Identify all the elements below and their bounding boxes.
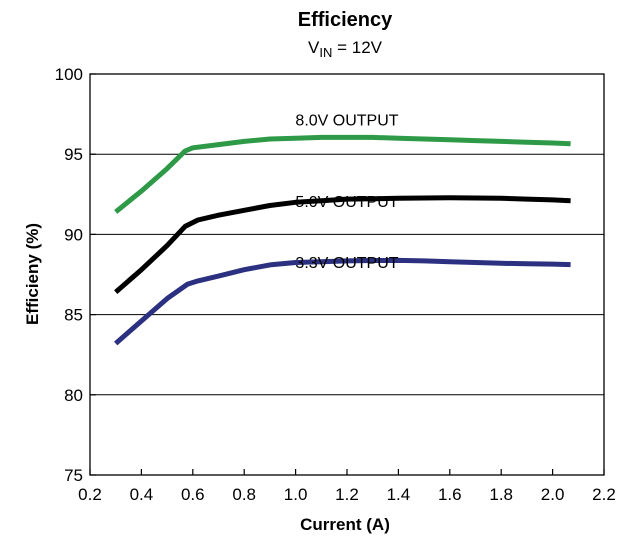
series-line-0 [114,134,571,214]
grid-lines [90,153,604,396]
y-tick-label-4: 95 [64,145,83,164]
x-tick-label-4: 1.0 [284,485,308,504]
y-axis-label: Efficieny (%) [23,223,42,325]
series-line-1 [114,195,571,294]
series-line-2 [114,257,571,346]
y-tick-label-3: 90 [64,225,83,244]
x-tick-label-8: 1.8 [489,485,513,504]
axes [89,73,605,476]
subtitle-subscript: IN [319,45,332,60]
x-tick-label-9: 2.0 [541,485,565,504]
x-tick-label-7: 1.6 [438,485,462,504]
x-tick-label-10: 2.2 [592,485,616,504]
x-tick-label-5: 1.2 [335,485,359,504]
series-lines [114,134,571,346]
subtitle-suffix: = 12V [332,38,382,57]
x-tick-label-2: 0.6 [181,485,205,504]
series-label-1: 5.0V OUTPUT [295,194,398,211]
tick-labels: 0.2 0.4 0.6 0.8 1.0 1.2 1.4 1.6 1.8 2.0 2.2 75 80 85 9… [55,65,616,504]
chart-title: Efficiency [298,9,393,31]
x-axis-label: Current (A) [300,515,390,534]
y-tick-label-2: 85 [64,306,83,325]
x-tick-label-0: 0.2 [78,485,102,504]
x-tick-label-3: 0.8 [232,485,256,504]
x-tick-label-1: 0.4 [130,485,154,504]
series-label-2: 3.3V OUTPUT [295,255,398,272]
y-tick-label-0: 75 [64,466,83,485]
plot-frame [89,73,605,476]
series-label-0: 8.0V OUTPUT [295,112,398,129]
subtitle-prefix: V [308,38,320,57]
x-tick-label-6: 1.4 [387,485,411,504]
y-tick-label-5: 100 [55,65,83,84]
chart-subtitle: VIN = 12V [308,38,383,60]
series-labels: 8.0V OUTPUT 5.0V OUTPUT 3.3V OUTPUT [295,112,398,272]
y-tick-label-1: 80 [64,386,83,405]
